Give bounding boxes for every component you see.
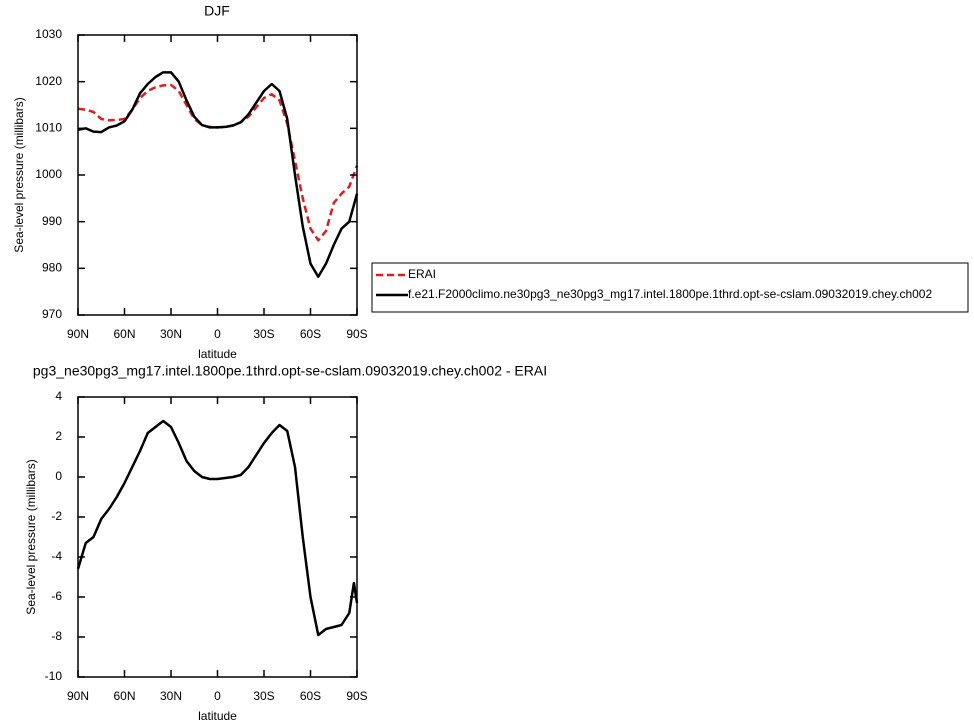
x-tick-label: 60S [300, 327, 321, 341]
y-tick-label: 1030 [35, 27, 62, 41]
x-tick-label: 90S [346, 327, 367, 341]
data-line [77, 71, 359, 278]
x-tick-label: 0 [214, 689, 221, 703]
y-tick-label: 990 [42, 214, 62, 228]
x-axis-label: latitude [198, 709, 237, 723]
x-tick-label: 0 [214, 327, 221, 341]
y-tick-label: 1000 [35, 167, 62, 181]
y-tick-label: 2 [55, 429, 62, 443]
y-tick-label: 970 [42, 307, 62, 321]
plot-frame [77, 396, 358, 678]
y-tick-label: -8 [51, 629, 62, 643]
y-tick-label: -4 [51, 549, 62, 563]
x-tick-label: 60N [113, 327, 135, 341]
chart-title: pg3_ne30pg3_mg17.intel.1800pe.1thrd.opt-… [33, 363, 547, 379]
x-tick-label: 90N [67, 327, 89, 341]
x-tick-label: 30S [253, 327, 274, 341]
x-axis-label: latitude [198, 347, 237, 361]
legend-label: ERAI [408, 267, 436, 281]
x-tick-label: 90N [67, 689, 89, 703]
x-tick-label: 30N [160, 327, 182, 341]
y-tick-label: 980 [42, 261, 62, 275]
legend-label: f.e21.F2000climo.ne30pg3_ne30pg3_mg17.in… [408, 287, 932, 301]
x-tick-label: 30S [253, 689, 274, 703]
y-tick-label: -10 [45, 669, 63, 683]
chart-title: DJF [204, 3, 230, 19]
x-tick-label: 30N [160, 689, 182, 703]
y-tick-label: 0 [55, 469, 62, 483]
y-tick-label: -2 [51, 509, 62, 523]
x-tick-label: 60N [113, 689, 135, 703]
y-axis-label: Sea-level pressure (millibars) [24, 459, 38, 614]
y-tick-label: 1020 [35, 74, 62, 88]
y-axis-label: Sea-level pressure (millibars) [12, 97, 26, 252]
x-tick-label: 60S [300, 689, 321, 703]
y-tick-label: 1010 [35, 121, 62, 135]
y-tick-label: -6 [51, 589, 62, 603]
x-tick-label: 90S [346, 689, 367, 703]
data-line [76, 419, 359, 637]
y-tick-label: 4 [55, 389, 62, 403]
data-line [77, 83, 359, 242]
legend-box [371, 262, 969, 313]
